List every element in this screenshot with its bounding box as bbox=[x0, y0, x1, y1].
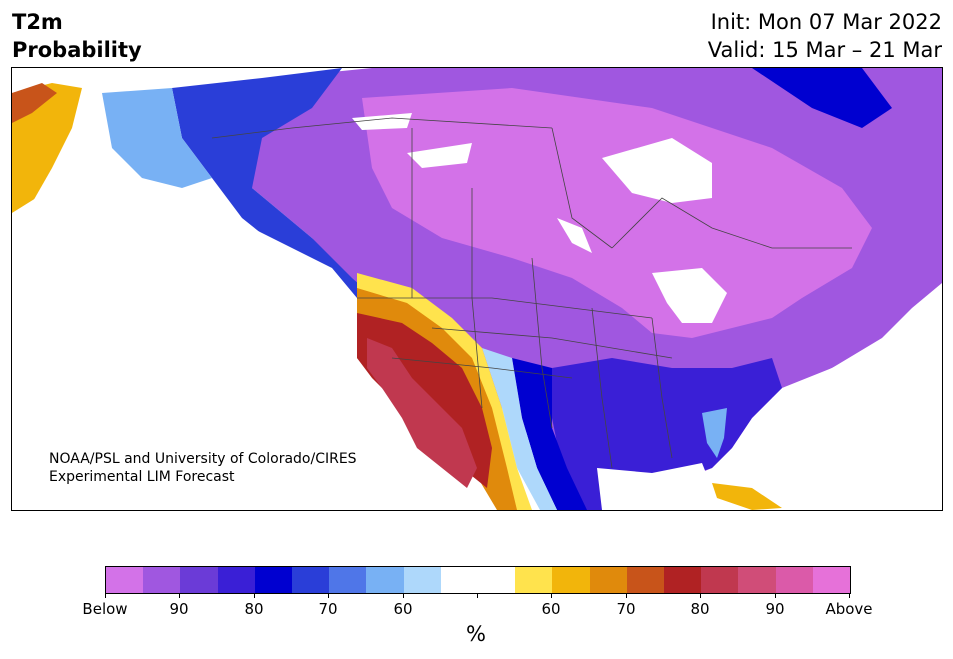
colorbar-tick bbox=[403, 593, 404, 598]
colorbar-label: % bbox=[466, 622, 486, 646]
credit-line-2: Experimental LIM Forecast bbox=[49, 469, 235, 485]
colorbar-segment bbox=[254, 567, 293, 593]
colorbar-tick bbox=[700, 593, 701, 598]
atlantic-ocean bbox=[772, 308, 942, 510]
credit-text: NOAA/PSL and University of Colorado/CIRE… bbox=[49, 450, 357, 486]
colorbar-segment bbox=[738, 567, 776, 593]
colorbar-segment bbox=[515, 567, 553, 593]
gulf-of-mexico bbox=[597, 463, 712, 510]
colorbar-segment bbox=[403, 567, 441, 593]
forecast-map bbox=[11, 67, 943, 511]
colorbar-segment bbox=[366, 567, 404, 593]
init-date: Init: Mon 07 Mar 2022 bbox=[710, 10, 942, 34]
colorbar-tick-label: 60 bbox=[541, 600, 561, 618]
colorbar-segment bbox=[775, 567, 813, 593]
band-warm-rose bbox=[367, 338, 477, 488]
colorbar-segment bbox=[552, 567, 590, 593]
lake-winnipeg bbox=[557, 218, 592, 253]
colorbar-ticks: Below 90 80 70 60 60 70 80 90 Above bbox=[82, 593, 873, 623]
colorbar-segment bbox=[180, 567, 218, 593]
colorbar-tick-label: 90 bbox=[169, 600, 189, 618]
colorbar bbox=[105, 566, 851, 594]
colorbar-tick bbox=[477, 593, 478, 598]
band-top-dark bbox=[752, 68, 892, 128]
colorbar-segment bbox=[664, 567, 702, 593]
colorbar-tick bbox=[775, 593, 776, 598]
band-navy-nw bbox=[172, 68, 452, 368]
colorbar-segment bbox=[143, 567, 181, 593]
forecast-dates: Init: Mon 07 Mar 2022 Valid: 15 Mar – 21… bbox=[708, 8, 942, 64]
colorbar-segment bbox=[626, 567, 665, 593]
band-blue-south bbox=[512, 358, 587, 510]
lake-great-slave bbox=[407, 143, 472, 168]
colorbar-tick-label: 80 bbox=[690, 600, 710, 618]
title-line-2: Probability bbox=[12, 38, 142, 62]
colorbar-tick-label: 70 bbox=[616, 600, 636, 618]
colorbar-segment bbox=[292, 567, 330, 593]
colorbar-segment bbox=[329, 567, 367, 593]
colorbar-tick-label: 60 bbox=[393, 600, 413, 618]
colorbar-tick bbox=[328, 593, 329, 598]
lake-great-bear bbox=[352, 113, 412, 130]
colorbar-tick bbox=[849, 593, 850, 598]
colorbar-segment bbox=[440, 567, 479, 593]
band-florida bbox=[702, 408, 727, 458]
state-borders bbox=[211, 117, 852, 469]
colorbar-tick-label: 90 bbox=[765, 600, 785, 618]
colorbar-tick-label: Above bbox=[825, 600, 873, 618]
pacific-ocean bbox=[12, 178, 357, 510]
map-canvas bbox=[12, 68, 942, 510]
colorbar-tick-label: 70 bbox=[318, 600, 338, 618]
colorbar-tick-label: Below bbox=[82, 600, 128, 618]
band-alaska-warm bbox=[12, 83, 82, 213]
map-title: T2m Probability bbox=[12, 8, 142, 64]
band-alaska-red bbox=[12, 83, 57, 123]
great-lakes bbox=[652, 268, 727, 323]
colorbar-segment bbox=[106, 567, 144, 593]
title-line-1: T2m bbox=[12, 10, 63, 34]
colorbar-segment bbox=[217, 567, 255, 593]
hudson-bay bbox=[602, 138, 712, 203]
colorbar-tick bbox=[179, 593, 180, 598]
colorbar-tick bbox=[626, 593, 627, 598]
credit-line-1: NOAA/PSL and University of Colorado/CIRE… bbox=[49, 451, 357, 467]
colorbar-tick-label: 80 bbox=[244, 600, 264, 618]
colorbar-tick bbox=[551, 593, 552, 598]
colorbar-segment bbox=[812, 567, 851, 593]
band-lightblue-nw bbox=[102, 88, 212, 188]
valid-date: Valid: 15 Mar – 21 Mar bbox=[707, 38, 942, 62]
colorbar-tick bbox=[254, 593, 255, 598]
band-cuba bbox=[712, 483, 782, 510]
colorbar-segment bbox=[478, 567, 516, 593]
colorbar-segment bbox=[589, 567, 627, 593]
band-purple-light bbox=[362, 88, 872, 338]
colorbar-tick bbox=[105, 593, 106, 598]
colorbar-segment bbox=[701, 567, 739, 593]
band-paleblue bbox=[482, 348, 557, 510]
